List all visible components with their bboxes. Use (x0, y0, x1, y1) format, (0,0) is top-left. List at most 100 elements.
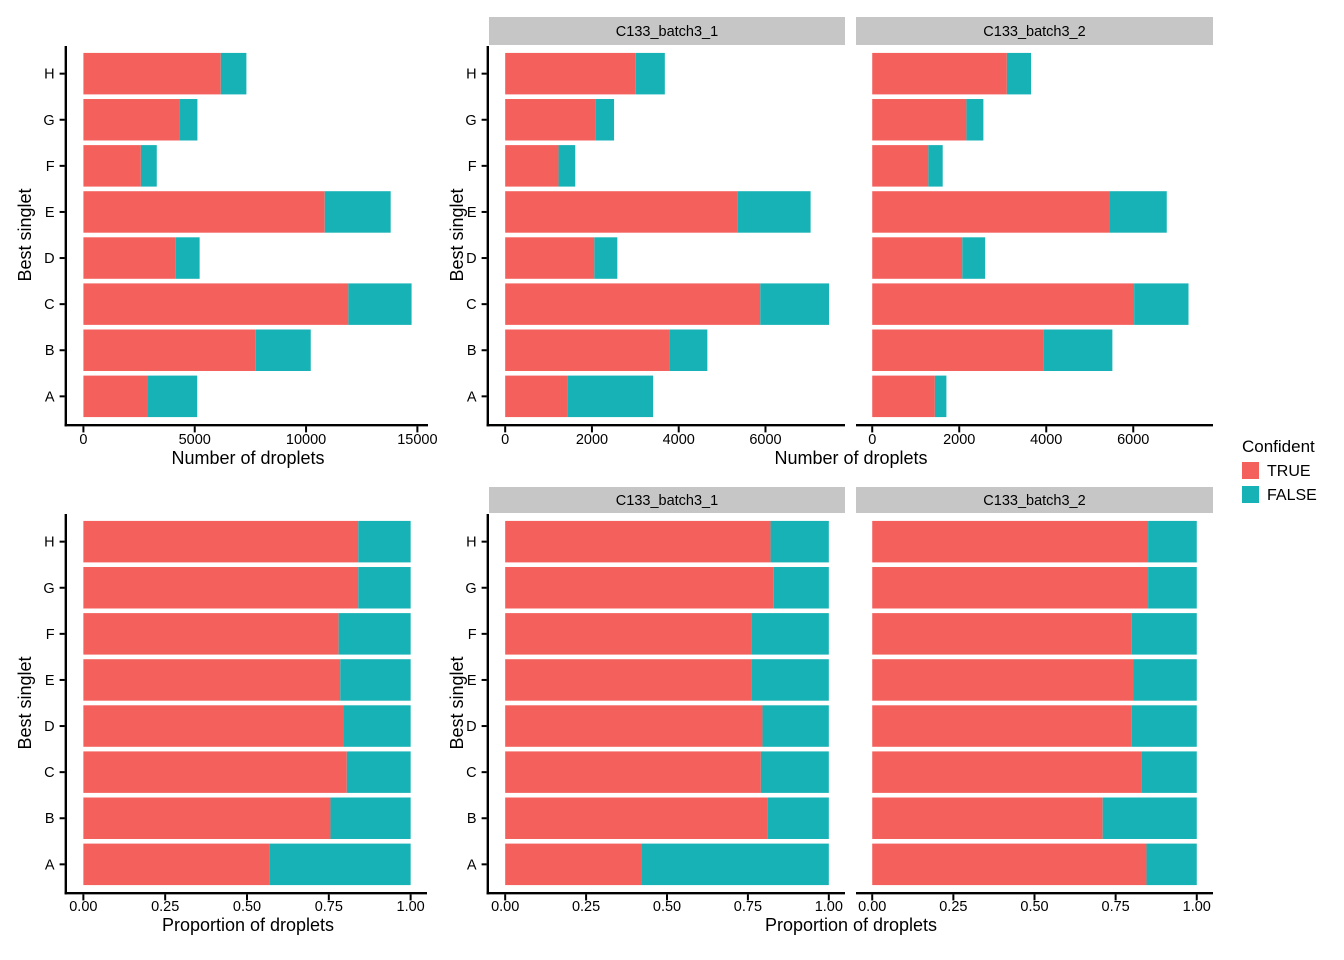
x-axis-title: Proportion of droplets (765, 915, 937, 935)
x-tick-label: 0.25 (939, 899, 967, 915)
bar-segment (872, 145, 929, 187)
bar-segment (928, 145, 943, 187)
panel-counts-overall-0: 0 5000 10000 15000 A B C D E F G H (43, 46, 438, 448)
bar-segment (505, 283, 761, 325)
x-tick-label: 6000 (749, 432, 781, 448)
bar-segment (83, 283, 349, 325)
bar-segment (1148, 520, 1197, 563)
bar-segment (505, 843, 642, 886)
bar-segment (83, 797, 331, 839)
bar-segment (567, 375, 654, 418)
bar-segment (669, 329, 708, 371)
y-tick-label: G (465, 113, 476, 129)
facet-strip (489, 487, 845, 513)
plot-counts-overall: 0 5000 10000 15000 A B C D E F G H Best singlet Numbe… (15, 46, 438, 468)
bar-segment (872, 375, 935, 418)
y-tick-label: B (467, 343, 477, 359)
bar-segment (962, 237, 986, 279)
bar-segment (83, 99, 180, 141)
bar-segment (505, 520, 771, 563)
facet-strip (489, 17, 845, 45)
y-tick-label: D (466, 719, 476, 735)
bar-segment (1102, 797, 1197, 839)
bar-segment (872, 659, 1134, 701)
bar-segment (773, 567, 829, 609)
bar-segment (751, 613, 829, 655)
y-tick-label: B (467, 811, 477, 827)
bar-segment (505, 613, 752, 655)
bar-segment (147, 375, 198, 418)
x-tick-label: 0.50 (653, 899, 681, 915)
bar-segment (767, 797, 829, 839)
bar-segment (1043, 329, 1113, 371)
y-tick-label: G (465, 581, 476, 597)
x-tick-label: 0 (79, 432, 87, 448)
bar-segment (872, 705, 1132, 747)
bar-segment (872, 99, 967, 141)
bar-segment (872, 52, 1007, 95)
x-tick-label: 1.00 (815, 899, 843, 915)
x-tick-label: 0 (501, 432, 509, 448)
y-tick-label: A (467, 857, 477, 873)
bar-segment (762, 705, 829, 747)
bar-segment (83, 191, 325, 233)
bar-segment (751, 659, 829, 701)
y-tick-label: F (46, 159, 55, 175)
x-tick-label: 0.00 (69, 899, 97, 915)
bar-segment (770, 520, 829, 563)
bar-segment (872, 751, 1142, 793)
y-tick-label: G (43, 581, 54, 597)
x-tick-label: 5000 (179, 432, 211, 448)
y-axis-title: Best singlet (15, 656, 35, 749)
y-tick-label: A (45, 389, 55, 405)
x-tick-label: 1.00 (397, 899, 425, 915)
legend-item-label: TRUE (1267, 463, 1311, 480)
bar-segment (737, 191, 811, 233)
panel-proportion-by-sample-0: C133_batch3_1 0.00 0.25 0.50 0.75 1.00 A B C D E F G… (465, 487, 845, 915)
x-tick-label: 0.00 (858, 899, 886, 915)
bar-segment (505, 751, 761, 793)
legend: Confident TRUE FALSE (1242, 437, 1317, 504)
x-tick-label: 0.50 (1020, 899, 1048, 915)
x-tick-label: 10000 (286, 432, 326, 448)
bar-segment (641, 843, 829, 886)
facet-strip (856, 17, 1213, 45)
facet-strip (856, 487, 1213, 513)
plot-proportion-overall: 0.00 0.25 0.50 0.75 1.00 A B C D E F G H Best singlet… (15, 514, 427, 935)
y-tick-label: A (45, 857, 55, 873)
bar-segment (505, 567, 774, 609)
panel-proportion-overall-0: 0.00 0.25 0.50 0.75 1.00 A B C D E F G H (43, 514, 427, 915)
bar-segment (872, 843, 1147, 886)
bar-segment (594, 237, 618, 279)
x-axis-title: Number of droplets (774, 448, 927, 468)
x-tick-label: 0.25 (151, 899, 179, 915)
x-tick-label: 0.50 (233, 899, 261, 915)
y-tick-label: B (45, 811, 55, 827)
y-tick-label: H (44, 535, 54, 551)
bar-segment (324, 191, 391, 233)
bar-segment (872, 191, 1110, 233)
bar-segment (505, 659, 752, 701)
x-tick-label: 0.75 (315, 899, 343, 915)
bar-segment (1134, 283, 1189, 325)
legend-swatch-true (1242, 462, 1259, 479)
bar-segment (1109, 191, 1167, 233)
bar-segment (83, 237, 176, 279)
facet-strip-label: C133_batch3_1 (616, 493, 718, 509)
y-axis-title: Best singlet (447, 188, 467, 281)
bar-segment (872, 283, 1135, 325)
bar-segment (83, 520, 359, 563)
bar-segment (1133, 659, 1197, 701)
bar-segment (505, 52, 636, 95)
bar-segment (635, 52, 665, 95)
bar-segment (505, 191, 738, 233)
bar-segment (558, 145, 576, 187)
bar-segment (269, 843, 411, 886)
bar-segment (83, 329, 256, 371)
y-tick-label: E (45, 205, 55, 221)
x-tick-label: 6000 (1117, 432, 1149, 448)
bar-segment (872, 520, 1149, 563)
x-tick-label: 0 (868, 432, 876, 448)
legend-title: Confident (1242, 437, 1315, 456)
x-tick-label: 0.75 (734, 899, 762, 915)
